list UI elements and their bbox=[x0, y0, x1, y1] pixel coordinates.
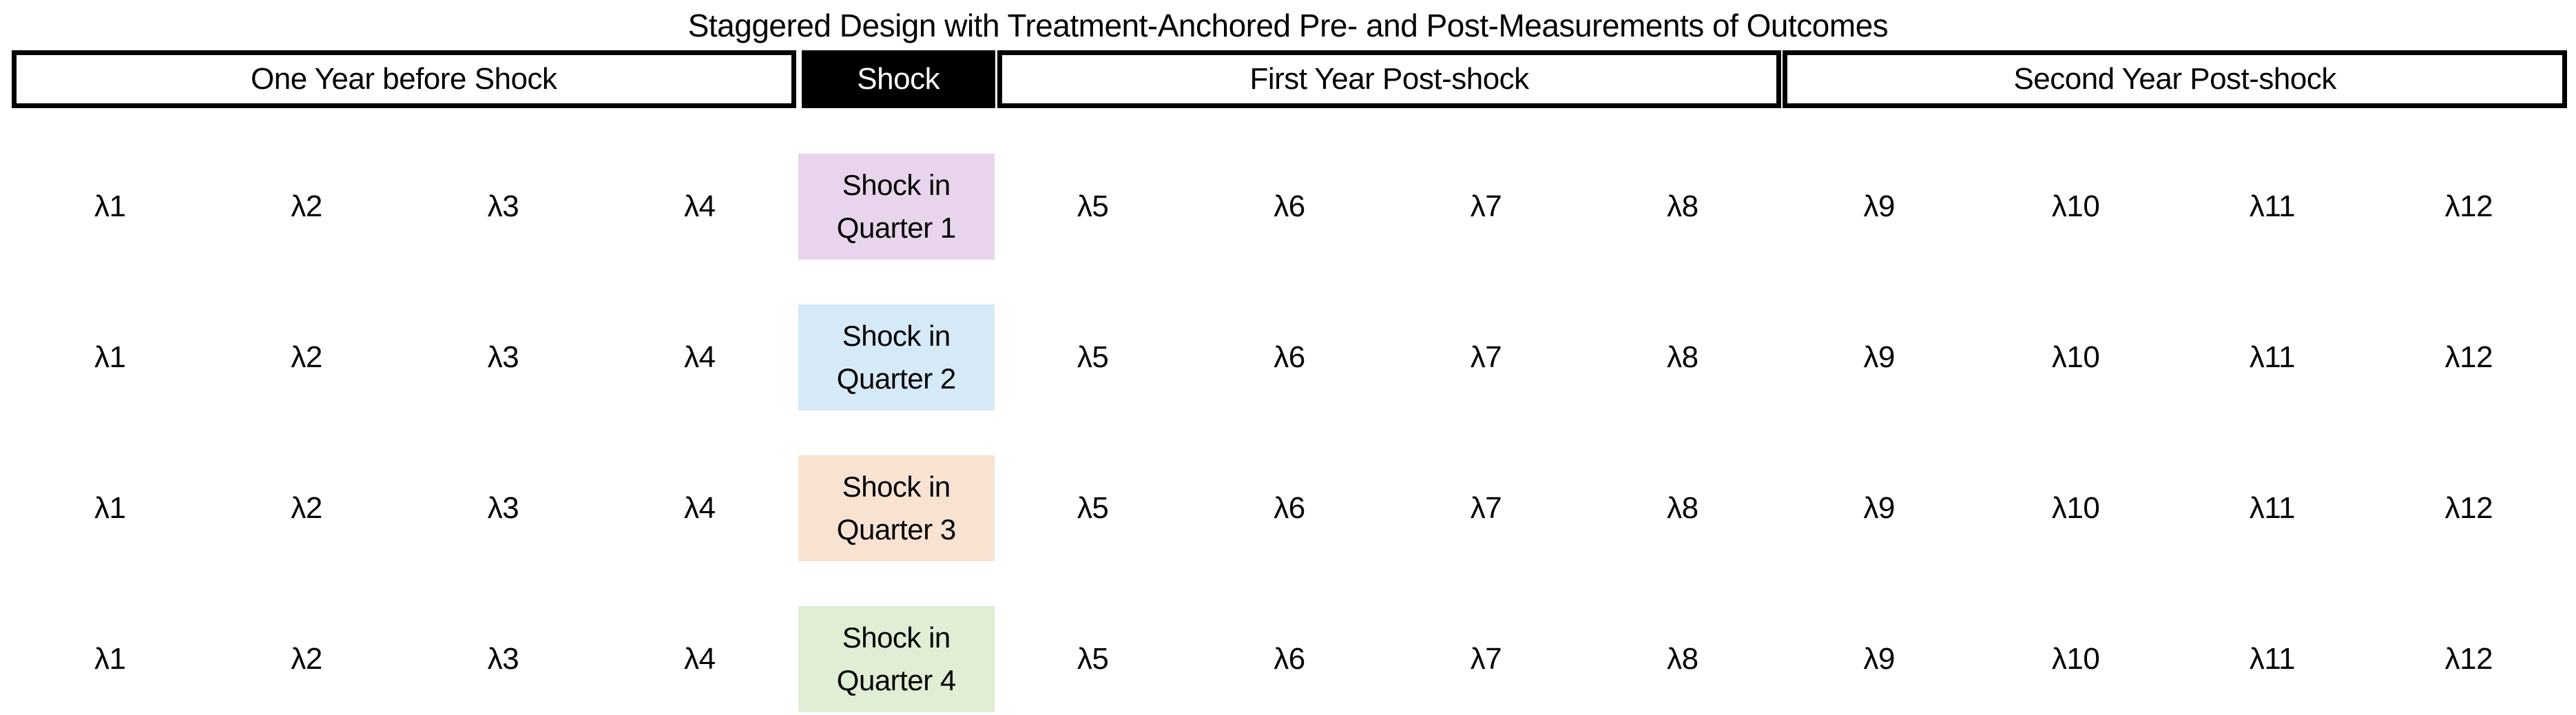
lambda-cell: λ9 bbox=[1863, 189, 1895, 223]
lambda-cell: λ4 bbox=[684, 491, 716, 525]
shock-quarter-box: Shock in Quarter 2 bbox=[798, 304, 995, 411]
lambda-cell: λ2 bbox=[291, 642, 322, 676]
shock-quarter-box: Shock in Quarter 3 bbox=[798, 455, 995, 561]
lambda-cell: λ6 bbox=[1274, 642, 1305, 676]
lambda-cell: λ6 bbox=[1274, 189, 1305, 223]
shock-box-label-line1: Shock in bbox=[842, 169, 951, 201]
timeline-header: One Year before Shock Shock First Year P… bbox=[12, 50, 2567, 108]
lambda-cell: λ8 bbox=[1667, 340, 1699, 374]
shock-box-label-line1: Shock in bbox=[842, 470, 951, 503]
lambda-cell: λ5 bbox=[1077, 189, 1109, 223]
lambda-cell: λ7 bbox=[1470, 340, 1502, 374]
lambda-cell: λ4 bbox=[684, 340, 716, 374]
lambda-cell: λ4 bbox=[684, 189, 716, 223]
lambda-cell: λ2 bbox=[291, 491, 322, 525]
lambda-cell: λ7 bbox=[1470, 189, 1502, 223]
lambda-cell: λ12 bbox=[2444, 189, 2493, 223]
page-title: Staggered Design with Treatment-Anchored… bbox=[687, 8, 1889, 43]
lambda-cell: λ5 bbox=[1077, 642, 1109, 676]
shock-box-label-line2: Quarter 4 bbox=[836, 664, 956, 696]
lambda-cell: λ12 bbox=[2444, 340, 2493, 374]
lambda-cell: λ11 bbox=[2249, 189, 2296, 223]
lambda-cell: λ7 bbox=[1470, 491, 1502, 525]
shock-box-label-line1: Shock in bbox=[842, 320, 951, 352]
lambda-cell: λ1 bbox=[94, 642, 126, 676]
cohort-row-quarter-1: λ1 λ2 λ3 λ4 Shock in Quarter 1 λ5 λ6 λ7 λ8 λ9 λ10 λ1… bbox=[12, 154, 2567, 260]
lambda-cell: λ6 bbox=[1274, 491, 1305, 525]
lambda-cell: λ8 bbox=[1667, 189, 1699, 223]
lambda-cell: λ4 bbox=[684, 642, 716, 676]
shock-quarter-box: Shock in Quarter 1 bbox=[798, 154, 995, 260]
lambda-cell: λ9 bbox=[1863, 642, 1895, 676]
cohort-row-quarter-4: λ1 λ2 λ3 λ4 Shock in Quarter 4 λ5 λ6 λ7 λ8 λ9 λ10 λ1… bbox=[12, 606, 2567, 712]
lambda-cell: λ11 bbox=[2249, 642, 2296, 676]
cohort-row-quarter-2: λ1 λ2 λ3 λ4 Shock in Quarter 2 λ5 λ6 λ7 λ8 λ9 λ10 λ1… bbox=[12, 304, 2567, 411]
shock-quarter-box: Shock in Quarter 4 bbox=[798, 606, 995, 712]
lambda-cell: λ7 bbox=[1470, 642, 1502, 676]
lambda-cell: λ1 bbox=[94, 491, 126, 525]
lambda-cell: λ2 bbox=[291, 189, 322, 223]
lambda-cell: λ12 bbox=[2444, 491, 2493, 525]
lambda-cell: λ2 bbox=[291, 340, 322, 374]
lambda-cell: λ9 bbox=[1863, 491, 1895, 525]
lambda-cell: λ10 bbox=[2051, 491, 2100, 525]
lambda-cell: λ10 bbox=[2051, 642, 2100, 676]
lambda-cell: λ10 bbox=[2051, 189, 2100, 223]
header-segment-one-year-before-shock: One Year before Shock bbox=[12, 50, 796, 108]
header-segment-first-year-post-shock: First Year Post-shock bbox=[997, 50, 1782, 108]
lambda-cell: λ5 bbox=[1077, 340, 1109, 374]
lambda-cell: λ8 bbox=[1667, 491, 1699, 525]
lambda-cell: λ8 bbox=[1667, 642, 1699, 676]
lambda-cell: λ5 bbox=[1077, 491, 1109, 525]
shock-box-label-line2: Quarter 2 bbox=[836, 362, 956, 395]
shock-box-label-line2: Quarter 3 bbox=[836, 513, 956, 546]
lambda-cell: λ3 bbox=[487, 189, 519, 223]
header-segment-shock: Shock bbox=[801, 50, 995, 108]
lambda-cell: λ1 bbox=[94, 189, 126, 223]
lambda-cell: λ3 bbox=[487, 642, 519, 676]
shock-box-label-line1: Shock in bbox=[842, 621, 951, 654]
lambda-cell: λ11 bbox=[2249, 340, 2296, 374]
lambda-cell: λ6 bbox=[1274, 340, 1305, 374]
lambda-cell: λ3 bbox=[487, 491, 519, 525]
lambda-cell: λ11 bbox=[2249, 491, 2296, 525]
lambda-cell: λ9 bbox=[1863, 340, 1895, 374]
shock-box-label-line2: Quarter 1 bbox=[836, 211, 956, 244]
header-segment-second-year-post-shock: Second Year Post-shock bbox=[1783, 50, 2567, 108]
lambda-cell: λ10 bbox=[2051, 340, 2100, 374]
cohort-row-quarter-3: λ1 λ2 λ3 λ4 Shock in Quarter 3 λ5 λ6 λ7 λ8 λ9 λ10 λ1… bbox=[12, 455, 2567, 561]
lambda-cell: λ12 bbox=[2444, 642, 2493, 676]
lambda-cell: λ1 bbox=[94, 340, 126, 374]
lambda-cell: λ3 bbox=[487, 340, 519, 374]
